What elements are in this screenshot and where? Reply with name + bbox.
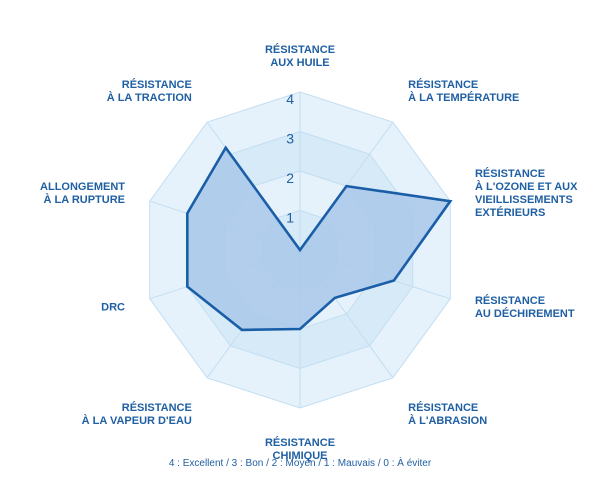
axis-label-line: RÉSISTANCE [265, 436, 335, 449]
axis-label-line: À L'OZONE ET AUX [475, 180, 578, 193]
axis-label-line: EXTÉRIEURS [475, 206, 545, 219]
axis-label-line: CHIMIQUE [273, 450, 328, 462]
tick-label-3: 3 [286, 131, 294, 147]
axis-label-line: DRC [101, 301, 125, 313]
axis-label-2: RÉSISTANCE À L'OZONE ET AUX VIEILLISSEMENT… [475, 167, 578, 219]
axis-label-line: À LA RUPTURE [44, 193, 125, 206]
tick-label-1: 1 [286, 210, 294, 226]
axis-label-line: RÉSISTANCE [122, 401, 192, 414]
axis-label-line: VIEILLISSEMENTS [475, 194, 573, 206]
axis-label-3: RÉSISTANCE AU DÉCHIREMENT [475, 294, 575, 320]
axis-label-line: AU DÉCHIREMENT [475, 307, 575, 320]
axis-label-0: RÉSISTANCE AUX HUILE [265, 43, 335, 69]
axis-label-1: RÉSISTANCE À LA TEMPÉRATURE [408, 78, 519, 104]
axis-label-4: RÉSISTANCE À L'ABRASION [408, 401, 487, 427]
axis-label-8: ALLONGEMENT À LA RUPTURE [40, 181, 125, 206]
axis-label-line: RÉSISTANCE [265, 43, 335, 56]
axis-label-line: RÉSISTANCE [408, 78, 478, 91]
axis-label-line: RÉSISTANCE [408, 401, 478, 414]
axis-label-line: RÉSISTANCE [475, 294, 545, 307]
scale-legend: 4 : Excellent / 3 : Bon / 2 : Moyen / 1 … [168, 458, 432, 469]
axis-label-line: RÉSISTANCE [475, 167, 545, 180]
axis-label-line: À LA VAPEUR D'EAU [82, 414, 192, 427]
axis-label-line: À LA TRACTION [107, 91, 192, 104]
tick-label-2: 2 [286, 170, 294, 186]
radar-series [185, 145, 453, 332]
axis-label-line: ALLONGEMENT [40, 181, 125, 193]
axis-label-9: RÉSISTANCE À LA TRACTION [107, 78, 192, 104]
series-polygon [185, 145, 453, 332]
axis-label-5: RÉSISTANCE CHIMIQUE [265, 436, 335, 462]
axis-label-line: AUX HUILE [270, 57, 329, 69]
tick-label-4: 4 [286, 91, 294, 107]
axis-label-line: À L'ABRASION [408, 414, 487, 427]
radar-tick-labels: 1 2 3 4 [286, 91, 294, 226]
axis-label-line: À LA TEMPÉRATURE [408, 91, 519, 104]
axis-label-7: DRC [101, 301, 125, 313]
axis-label-line: RÉSISTANCE [122, 78, 192, 91]
axis-label-6: RÉSISTANCE À LA VAPEUR D'EAU [82, 401, 192, 427]
